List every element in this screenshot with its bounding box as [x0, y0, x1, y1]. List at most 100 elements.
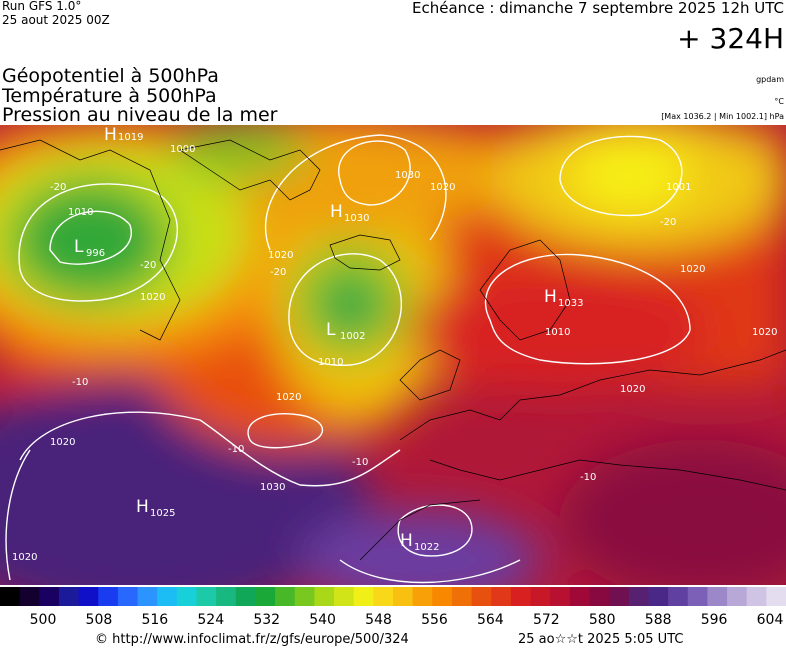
- legend-swatch: [727, 587, 748, 606]
- legend-swatch: [491, 587, 512, 606]
- unit: [Max 1036.2 | Min 1002.1] hPa: [661, 112, 784, 121]
- legend-tick: 604: [757, 612, 784, 628]
- legend-swatch: [746, 587, 767, 606]
- legend-swatch: [58, 587, 80, 606]
- pressure-center-value: 1033: [558, 298, 583, 309]
- contour-label: -10: [72, 377, 88, 388]
- unit: °C: [774, 97, 784, 106]
- pressure-center-value: 996: [86, 248, 105, 259]
- legend-swatch: [0, 587, 21, 606]
- legend-swatch: [137, 587, 158, 606]
- legend-swatch: [98, 587, 119, 606]
- legend-swatch: [78, 587, 99, 606]
- legend-swatch: [176, 587, 197, 606]
- contour-label: 1010: [318, 357, 343, 368]
- contour-label: 1020: [620, 384, 645, 395]
- legend-swatch: [19, 587, 40, 606]
- legend-swatch: [255, 587, 276, 606]
- legend-tick: 564: [477, 612, 504, 628]
- run-date: 25 aout 2025 00Z: [2, 13, 110, 27]
- layer: Pression au niveau de la mer: [2, 104, 278, 126]
- legend-swatch: [530, 587, 551, 606]
- legend-swatch: [628, 587, 649, 606]
- unit: gpdam: [756, 75, 784, 84]
- legend-swatch: [235, 587, 256, 606]
- legend-tick: 556: [421, 612, 448, 628]
- map: H 1019 L 996 H 1030 L 1002 H 1033 H 1025…: [0, 125, 786, 585]
- legend-swatch: [609, 587, 630, 606]
- legend-swatch: [687, 587, 708, 606]
- pressure-center-value: 1030: [344, 213, 369, 224]
- legend-tick: 588: [645, 612, 672, 628]
- legend-tick: 508: [86, 612, 113, 628]
- contour-label: -20: [660, 217, 676, 228]
- legend-tick: 548: [365, 612, 392, 628]
- contour-label: 1020: [752, 327, 777, 338]
- legend-swatch: [766, 587, 786, 606]
- legend-tick: 532: [253, 612, 280, 628]
- legend-swatch: [39, 587, 60, 606]
- legend-swatch: [314, 587, 335, 606]
- legend-swatch: [451, 587, 473, 606]
- legend-swatch: [393, 587, 414, 606]
- contour-label: 1010: [545, 327, 570, 338]
- legend-swatch: [294, 587, 315, 606]
- contour-label: -20: [270, 267, 286, 278]
- pressure-center: H: [330, 202, 343, 222]
- lead-time: + 324H: [677, 22, 784, 55]
- legend-swatch: [117, 587, 139, 606]
- legend-swatch: [648, 587, 669, 606]
- legend-swatch: [196, 587, 217, 606]
- legend-swatch: [157, 587, 178, 606]
- pressure-center-value: 1025: [150, 508, 175, 519]
- run-time: 25 ao☆☆t 2025 5:05 UTC: [518, 632, 683, 647]
- contour-label: 1020: [140, 292, 165, 303]
- contour-label: -10: [228, 444, 244, 455]
- legend-tick: 572: [533, 612, 560, 628]
- legend-swatch: [589, 587, 610, 606]
- legend-swatch: [432, 587, 453, 606]
- contour-label: 1020: [680, 264, 705, 275]
- pressure-center-value: 1022: [414, 542, 439, 553]
- source-url: © http://www.infoclimat.fr/z/gfs/europe/…: [95, 632, 409, 647]
- contour-label: -10: [352, 457, 368, 468]
- legend-swatch: [334, 587, 355, 606]
- contour-label: 1030: [260, 482, 285, 493]
- legend-swatch: [510, 587, 532, 606]
- pressure-center: H: [136, 497, 149, 517]
- pressure-center: L: [74, 237, 84, 257]
- legend-tick: 516: [141, 612, 168, 628]
- echeance: Echéance : dimanche 7 septembre 2025 12h…: [412, 0, 784, 17]
- pressure-center-value: 1001: [666, 182, 691, 193]
- layer: Géopotentiel à 500hPa: [2, 65, 219, 87]
- contour-label: 1030: [395, 170, 420, 181]
- legend-swatch: [550, 587, 571, 606]
- pressure-center-value: 1019: [118, 132, 143, 143]
- legend-swatch: [275, 587, 296, 606]
- pressure-center: H: [544, 287, 557, 307]
- legend-tick: 596: [701, 612, 728, 628]
- contour-label: 1020: [50, 437, 75, 448]
- legend-tick: 540: [309, 612, 336, 628]
- legend-swatch: [353, 587, 374, 606]
- legend-tick: 580: [589, 612, 616, 628]
- legend-swatch: [707, 587, 728, 606]
- contour-label: -20: [140, 260, 156, 271]
- contour-label: 1020: [276, 392, 301, 403]
- contour-label: 1020: [430, 182, 455, 193]
- contour-label: 1010: [68, 207, 93, 218]
- contour-label: 1020: [268, 250, 293, 261]
- pressure-center-value: 1002: [340, 331, 365, 342]
- contour-label: 1020: [12, 552, 37, 563]
- layer: Température à 500hPa: [1, 85, 217, 107]
- legend-tick: 500: [30, 612, 57, 628]
- legend-swatch: [569, 587, 590, 606]
- pressure-center: L: [326, 320, 336, 340]
- run: Run GFS 1.0°: [2, 0, 81, 13]
- pressure-center: H: [400, 531, 413, 551]
- color-legend: 500 508 516 524 532 540 548 556 564 572 580 588 596 6…: [0, 587, 786, 628]
- legend-tick: 524: [197, 612, 224, 628]
- pressure-center: H: [104, 125, 117, 145]
- legend-swatch: [216, 587, 237, 606]
